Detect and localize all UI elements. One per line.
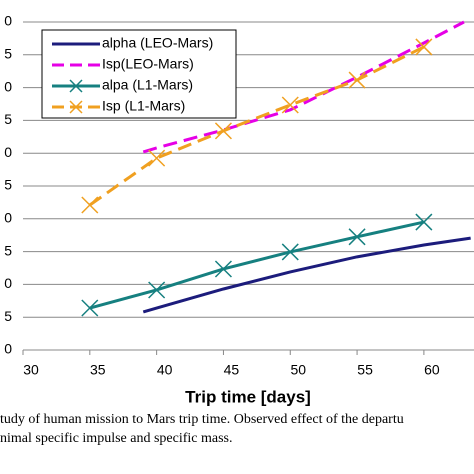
x-tick-label: 55	[357, 362, 373, 378]
marker	[81, 299, 99, 317]
series-line	[88, 45, 425, 207]
legend-marker	[69, 100, 83, 114]
legend-label: alpha (LEO-Mars)	[102, 35, 213, 51]
x-axis-label: Trip time [days]	[185, 387, 311, 406]
x-tick-label: 60	[424, 362, 440, 378]
legend-marker	[69, 79, 83, 93]
x-tick-label: 45	[224, 362, 240, 378]
legend-label: alpa (L1-Mars)	[102, 77, 193, 93]
caption: nimal specific impulse and specific mass…	[0, 431, 233, 446]
series-line	[89, 220, 425, 310]
x-tick-label: 50	[290, 362, 306, 378]
marker	[214, 122, 232, 140]
marker	[214, 260, 232, 278]
x-tick-label: 30	[23, 362, 39, 378]
y-tick-label: 5	[4, 242, 12, 258]
marker	[81, 196, 99, 214]
marker	[348, 228, 366, 246]
series-line	[142, 20, 465, 154]
x-tick-label: 35	[90, 362, 106, 378]
y-tick-label: 0	[4, 275, 12, 291]
x-tick-label: 40	[157, 362, 173, 378]
y-tick-label: 0	[4, 13, 12, 29]
y-tick-label: 0	[4, 210, 12, 226]
series-line	[142, 236, 471, 314]
marker	[415, 213, 433, 231]
legend-label: Isp (L1-Mars)	[102, 98, 185, 114]
y-tick-label: 5	[4, 308, 12, 324]
y-tick-label: 5	[4, 177, 12, 193]
y-tick-label: 5	[4, 111, 12, 127]
caption: tudy of human mission to Mars trip time.…	[0, 412, 404, 427]
marker	[148, 149, 166, 167]
marker	[281, 243, 299, 261]
marker	[348, 71, 366, 89]
y-tick-label: 0	[4, 341, 12, 357]
marker	[148, 281, 166, 299]
y-tick-label: 0	[4, 78, 12, 94]
marker	[415, 38, 433, 56]
legend-label: Isp(LEO-Mars)	[102, 56, 194, 72]
y-tick-label: 5	[4, 46, 12, 62]
y-tick-label: 0	[4, 144, 12, 160]
marker	[281, 96, 299, 114]
